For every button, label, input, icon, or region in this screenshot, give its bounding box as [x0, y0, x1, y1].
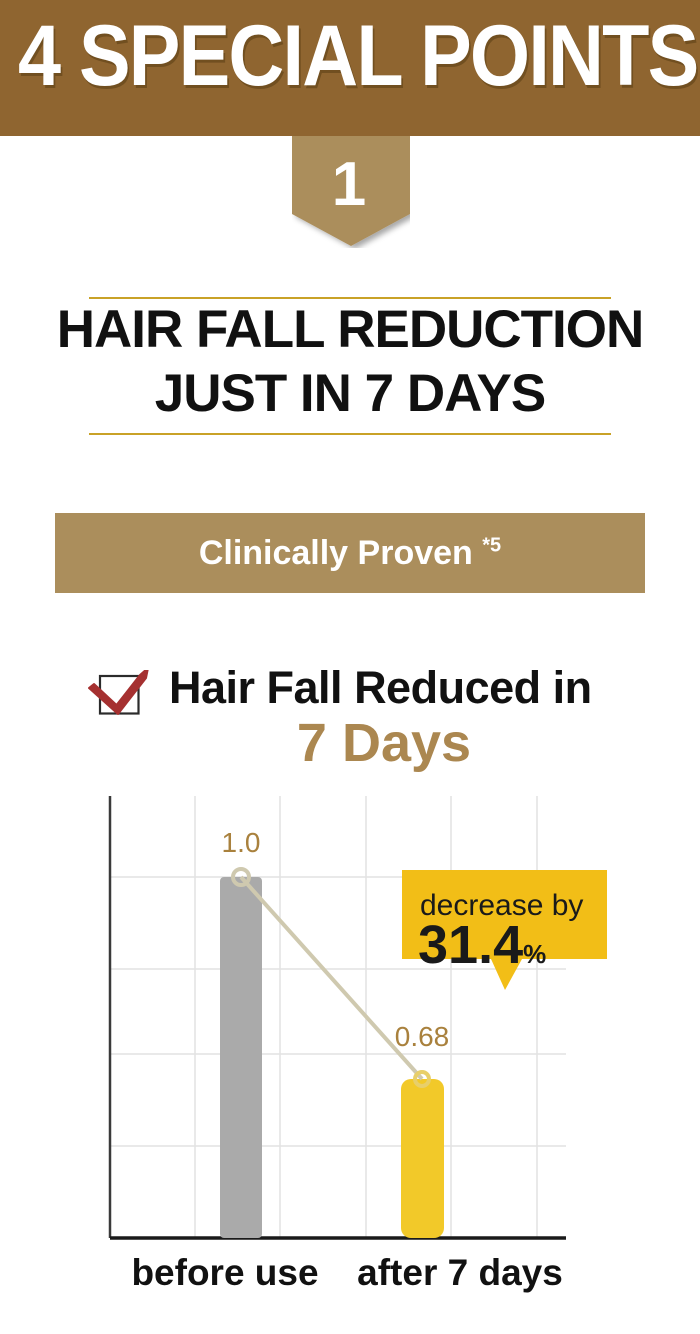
svg-text:1.0: 1.0 — [222, 827, 261, 858]
svg-text:0.68: 0.68 — [395, 1021, 450, 1052]
svg-text:before use: before use — [131, 1252, 318, 1293]
svg-text:after 7 days: after 7 days — [357, 1252, 563, 1293]
